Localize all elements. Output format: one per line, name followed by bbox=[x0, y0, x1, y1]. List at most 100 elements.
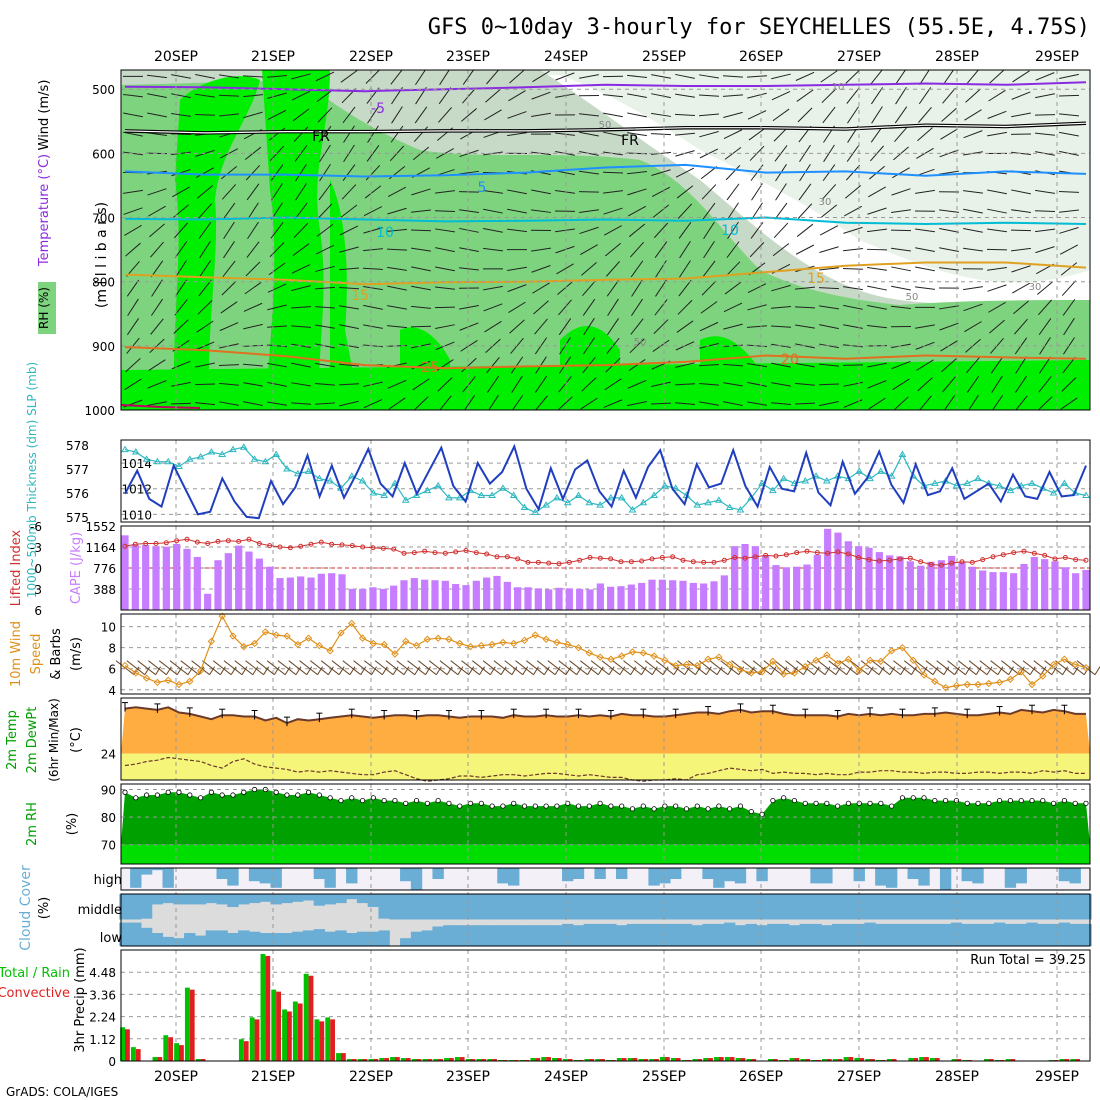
wind-barb bbox=[1037, 299, 1053, 316]
wind-barb bbox=[915, 247, 935, 253]
wind-barb bbox=[603, 190, 623, 194]
rh2m-tick-label: 90 bbox=[101, 784, 116, 798]
surface-wind-barb bbox=[310, 660, 329, 676]
cape-bar bbox=[772, 565, 780, 610]
wind-barb bbox=[747, 362, 767, 368]
middle-cloud-bar bbox=[454, 894, 466, 920]
surface-wind-barb bbox=[903, 660, 923, 676]
precip-total-bar bbox=[163, 1035, 169, 1061]
lifted-marker bbox=[1083, 557, 1089, 563]
wind-barb bbox=[410, 229, 432, 232]
wind-barb bbox=[703, 240, 715, 259]
wind-barb bbox=[843, 226, 863, 234]
high-cloud-bar bbox=[702, 868, 714, 879]
cape-bar bbox=[679, 580, 687, 610]
lifted-marker bbox=[680, 557, 686, 563]
cape-bar bbox=[782, 567, 790, 610]
wind-barb bbox=[295, 163, 307, 182]
cape-bar bbox=[638, 582, 646, 610]
rh2m-marker bbox=[424, 800, 430, 806]
wind-barb bbox=[507, 228, 527, 233]
low-cloud-bar bbox=[605, 923, 617, 946]
rh2m-marker bbox=[705, 806, 711, 812]
wind-barb bbox=[367, 106, 379, 124]
wind-speed-marker bbox=[920, 671, 928, 679]
top-date-axis: 20SEP 21SEP 22SEP 23SEP 24SEP 25SEP 26SEP 27SEP… bbox=[154, 49, 1079, 65]
wind-barb bbox=[722, 94, 744, 97]
wind-barb bbox=[747, 92, 767, 99]
cape-bar bbox=[307, 577, 315, 610]
precip-axis-label: 3hr Precip (mm) bbox=[73, 947, 88, 1052]
surface-wind-barb-flag bbox=[349, 666, 356, 675]
thickness-tick-label: 578 bbox=[66, 439, 89, 453]
thickness-marker bbox=[887, 472, 896, 479]
lifted-marker bbox=[783, 552, 789, 558]
middle-cloud-bar bbox=[259, 894, 272, 902]
precip-convective-bar bbox=[718, 1057, 724, 1061]
contour-label: 10 bbox=[832, 82, 845, 93]
wind-barb bbox=[627, 171, 647, 175]
rh2m-marker bbox=[629, 806, 636, 812]
precip-total-bar bbox=[919, 1057, 925, 1061]
rh-legend-swatch bbox=[38, 282, 56, 334]
cape-bar bbox=[968, 566, 976, 610]
lifted-marker bbox=[329, 541, 335, 547]
wind-barb bbox=[964, 109, 982, 121]
wind-barb bbox=[223, 221, 235, 240]
rh2m-marker bbox=[791, 797, 798, 804]
surface-wind-barb-flag bbox=[641, 666, 647, 675]
cape-frame bbox=[120, 525, 1091, 611]
wind-barb bbox=[1011, 189, 1031, 195]
wind-barb bbox=[439, 70, 450, 86]
wind-barb bbox=[723, 382, 743, 387]
wind-barb bbox=[439, 395, 452, 410]
lifted-marker bbox=[980, 557, 986, 563]
rh-bright-area bbox=[560, 326, 620, 410]
surface-wind-barb bbox=[450, 660, 470, 676]
surface-wind-barb-flag bbox=[911, 666, 917, 675]
surface-wind-barb-flag bbox=[975, 666, 982, 675]
wind-barb bbox=[1059, 131, 1079, 137]
wind-barb bbox=[702, 260, 716, 278]
wind-barb bbox=[197, 300, 213, 315]
rh2m-marker bbox=[737, 803, 744, 809]
middle-cloud-bar bbox=[1047, 894, 1060, 920]
rh2m-marker bbox=[781, 795, 787, 801]
precip-total-bar bbox=[929, 1058, 935, 1061]
wind-barb bbox=[126, 279, 140, 297]
lifted-marker bbox=[1011, 550, 1017, 556]
rh2m-marker bbox=[273, 789, 279, 795]
wind-barb bbox=[195, 402, 215, 406]
top-date-label: 22SEP bbox=[349, 49, 393, 65]
wind-barb bbox=[894, 126, 908, 143]
wind-speed-marker bbox=[304, 634, 313, 642]
high-cloud-bar bbox=[227, 868, 239, 886]
lifted-marker bbox=[556, 561, 562, 567]
wind-barb bbox=[340, 70, 358, 83]
wind-barb bbox=[674, 113, 696, 116]
wind-speed-marker bbox=[466, 642, 475, 651]
thickness-marker bbox=[142, 455, 151, 462]
wind-barb bbox=[414, 106, 428, 124]
wind-speed-marker bbox=[693, 661, 701, 670]
surface-wind-barb bbox=[515, 660, 534, 676]
high-cloud-bar bbox=[1069, 868, 1081, 884]
thickness-marker bbox=[704, 498, 712, 506]
wind-barb bbox=[148, 205, 166, 217]
rh2m-marker bbox=[651, 806, 657, 812]
wind-barb bbox=[219, 322, 239, 332]
high-cloud-bar bbox=[648, 868, 660, 886]
precip-total-bar bbox=[325, 1017, 331, 1061]
wind-speed-marker bbox=[596, 653, 604, 661]
precip-convective-bar bbox=[664, 1057, 670, 1061]
wind-barb bbox=[844, 185, 862, 199]
wind-barb bbox=[293, 222, 309, 238]
precip-convective-bar bbox=[675, 1058, 681, 1061]
wind-barb bbox=[819, 324, 839, 330]
middle-cloud-bar bbox=[572, 894, 585, 920]
wind-barb bbox=[314, 306, 336, 309]
precip-convective-bar bbox=[135, 1049, 141, 1061]
wind-speed-marker bbox=[153, 678, 162, 687]
wind-barb bbox=[314, 402, 336, 405]
wind-barb bbox=[243, 302, 263, 312]
